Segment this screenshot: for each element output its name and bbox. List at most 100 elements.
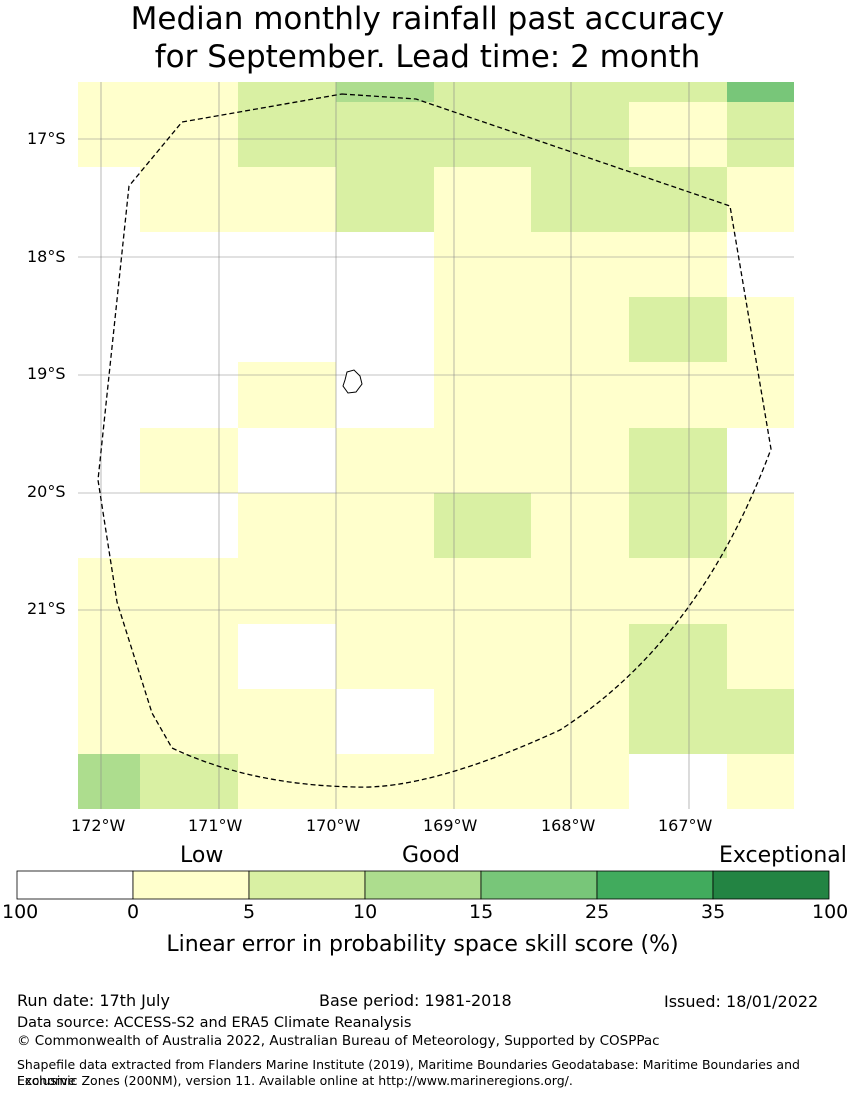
lon-label-172w: 172°W (71, 816, 126, 835)
skill-cell (238, 102, 336, 167)
skill-cell (629, 493, 727, 558)
skill-cell (78, 428, 140, 493)
skill-cell (238, 558, 336, 624)
legend-tick-25: 25 (585, 901, 610, 923)
skill-cell (727, 754, 794, 809)
base-period: Base period: 1981-2018 (319, 991, 512, 1010)
skill-cell (434, 493, 531, 558)
legend-swatch (712, 870, 830, 900)
legend-swatch (16, 870, 134, 900)
skill-cell (78, 754, 140, 809)
skill-cell (531, 297, 629, 362)
skill-cell (140, 428, 238, 493)
skill-cell (727, 689, 794, 754)
skill-cell (434, 297, 531, 362)
skill-cell (434, 362, 531, 428)
skill-cell (727, 82, 794, 102)
legend-tick-10: 10 (353, 901, 378, 923)
map-gridlines (78, 82, 794, 809)
skill-cell (727, 167, 794, 232)
skill-cell (78, 297, 140, 362)
skill-cell (434, 167, 531, 232)
skill-cell (140, 754, 238, 809)
skill-cell (727, 297, 794, 362)
skill-cell (336, 167, 434, 232)
legend-tick-15: 15 (469, 901, 494, 923)
skill-cell (238, 167, 336, 232)
title-line-1: Median monthly rainfall past accuracy (130, 1, 725, 37)
lat-label-20s: 20°S (27, 482, 66, 501)
skill-cell (238, 82, 336, 102)
skill-cell (78, 493, 140, 558)
legend-swatch (596, 870, 714, 900)
skill-cell (629, 558, 727, 624)
issued-date: Issued: 18/01/2022 (664, 992, 819, 1011)
skill-cell (727, 428, 794, 493)
skill-cell (629, 689, 727, 754)
skill-cell (140, 167, 238, 232)
skill-cell (78, 624, 140, 689)
skill-cell (434, 689, 531, 754)
legend-colorbar (16, 870, 830, 900)
legend-category-exceptional: Exceptional (719, 843, 847, 868)
skill-cell (531, 82, 727, 102)
shapefile-credit-line-2: Economic Zones (200NM), version 11. Avai… (17, 1073, 573, 1088)
legend-tick-5: 5 (243, 901, 256, 923)
skill-cell (531, 493, 629, 558)
skill-cell (78, 102, 140, 167)
skill-cell (336, 624, 434, 689)
eez-boundary (97, 93, 772, 788)
skill-cell (727, 558, 794, 624)
skill-cell (629, 297, 727, 362)
skill-cell (238, 493, 336, 558)
legend-category-good: Good (402, 843, 460, 868)
skill-cell (140, 82, 238, 102)
skill-cell (238, 297, 336, 362)
skill-cell (434, 102, 531, 167)
skill-cell (336, 689, 434, 754)
lon-label-167w: 167°W (658, 816, 713, 835)
skill-cell (78, 167, 140, 232)
copyright-notice: © Commonwealth of Australia 2022, Austra… (17, 1033, 660, 1049)
run-date: Run date: 17th July (17, 991, 170, 1010)
skill-cell (434, 428, 531, 493)
lon-label-169w: 169°W (423, 816, 478, 835)
skill-cell (336, 493, 434, 558)
lat-label-19s: 19°S (27, 364, 66, 383)
skill-cell (531, 232, 629, 297)
skill-cell (336, 102, 434, 167)
legend-tick-100-left: 100 (2, 901, 39, 923)
skill-cell (531, 624, 629, 689)
skill-cell (531, 689, 629, 754)
skill-cell (140, 558, 238, 624)
skill-cell (727, 493, 794, 558)
legend-tick-100-right: 100 (812, 901, 849, 923)
skill-cell (140, 493, 238, 558)
skill-cell (140, 102, 238, 167)
island-outline (342, 369, 363, 394)
skill-cell (531, 362, 629, 428)
skill-cell (238, 689, 336, 754)
skill-cell (434, 82, 531, 102)
skill-cell (434, 754, 531, 809)
skill-cell (140, 232, 238, 297)
skill-score-map (78, 82, 794, 809)
skill-grid-cells (78, 82, 794, 809)
skill-cell (238, 624, 336, 689)
skill-cell (531, 167, 629, 232)
skill-cell (78, 689, 140, 754)
lon-label-170w: 170°W (306, 816, 361, 835)
skill-cell (336, 428, 434, 493)
title-line-2: for September. Lead time: 2 month (154, 39, 701, 75)
skill-cell (336, 754, 434, 809)
legend-axis-label: Linear error in probability space skill … (166, 932, 679, 957)
lat-label-18s: 18°S (27, 247, 66, 266)
skill-cell (629, 754, 727, 809)
skill-cell (629, 102, 727, 167)
lat-label-17s: 17°S (27, 129, 66, 148)
lat-label-21s: 21°S (27, 599, 66, 618)
lon-label-168w: 168°W (541, 816, 596, 835)
skill-cell (140, 624, 238, 689)
skill-cell (629, 624, 727, 689)
skill-cell (78, 558, 140, 624)
